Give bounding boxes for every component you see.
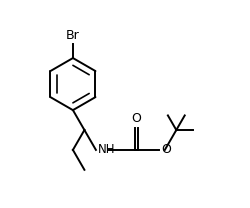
Text: O: O — [132, 112, 141, 125]
Text: Br: Br — [66, 29, 80, 42]
Text: O: O — [161, 143, 171, 156]
Text: NH: NH — [98, 143, 115, 156]
